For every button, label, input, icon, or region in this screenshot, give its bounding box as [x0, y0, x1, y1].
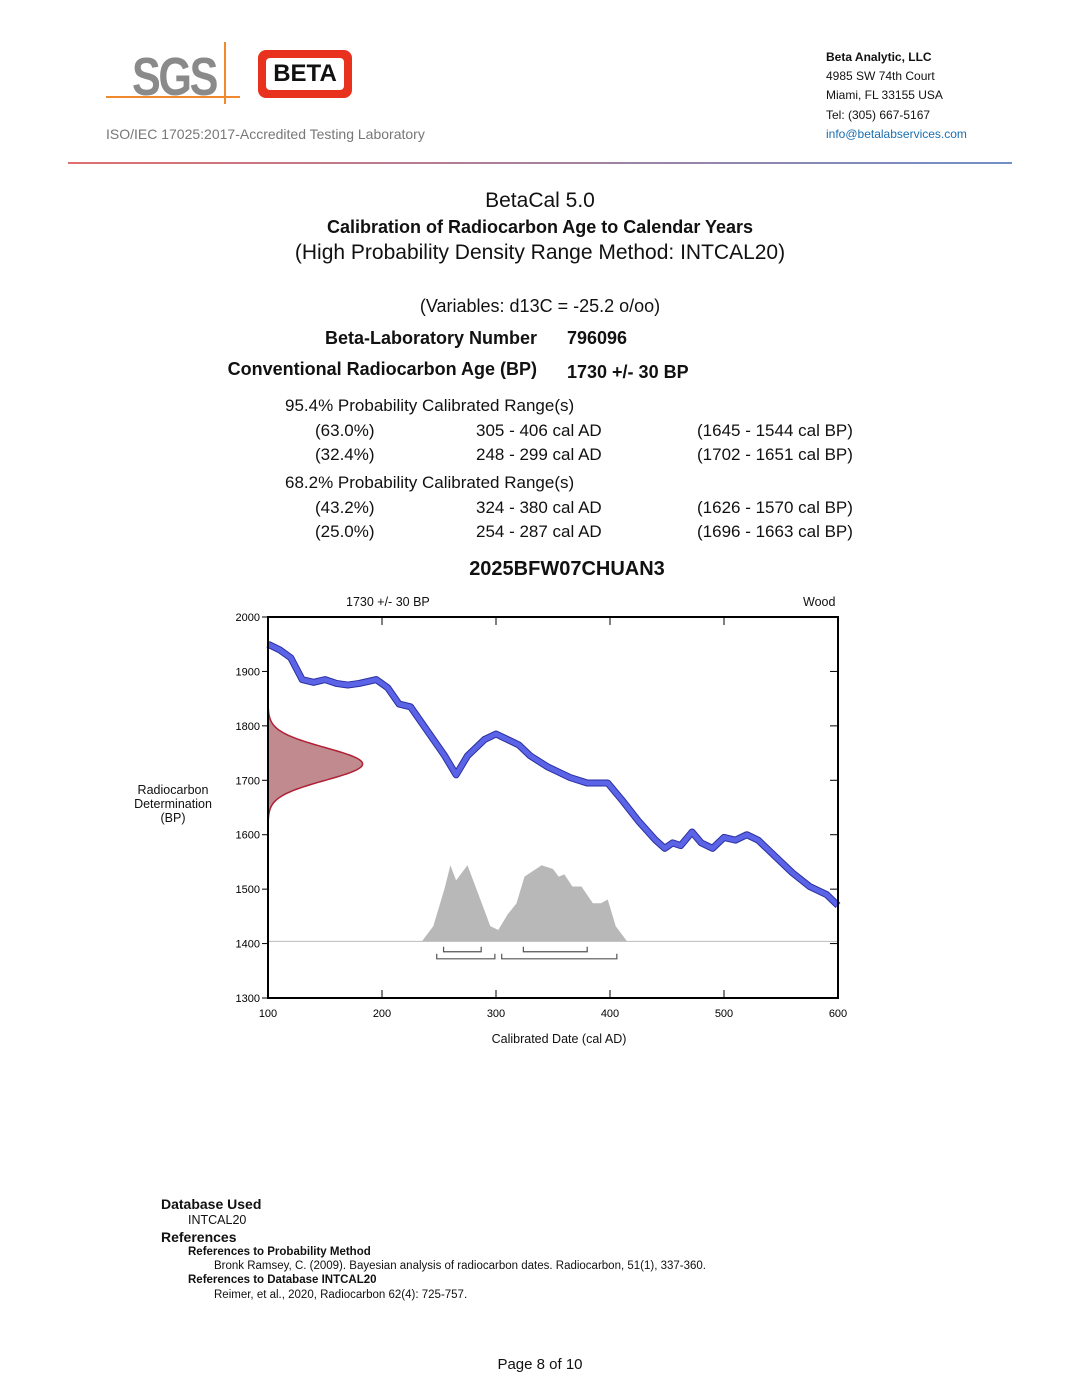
accreditation: ISO/IEC 17025:2017-Accredited Testing La… [106, 126, 425, 142]
ref-text: Reimer, et al., 2020, Radiocarbon 62(4):… [214, 1289, 468, 1301]
range-bp: (1702 - 1651 cal BP) [697, 445, 853, 464]
beta-logo-text: BETA [266, 58, 344, 90]
x-tick-label: 600 [829, 1008, 847, 1020]
y-tick-label: 1900 [236, 666, 260, 678]
age-label: Conventional Radiocarbon Age (BP) [227, 359, 537, 379]
chart-annotation-age: 1730 +/- 30 BP [346, 595, 430, 609]
hpd-95-bracket [436, 953, 496, 960]
y-tick-label: 1500 [236, 884, 260, 896]
x-axis-label: Calibrated Date (cal AD) [491, 1032, 627, 1046]
hpd-68-bracket [442, 946, 482, 953]
hpd-95-bracket [501, 953, 618, 960]
database-value: INTCAL20 [188, 1213, 247, 1227]
city: Miami, FL 33155 USA [826, 88, 943, 103]
calibrated-probability-area [421, 865, 628, 942]
range-pct: (43.2%) [315, 498, 375, 517]
range-heading: 68.2% Probability Calibrated Range(s) [285, 473, 575, 492]
ref-heading: References to Probability Method [188, 1246, 371, 1258]
method-title: (High Probability Density Range Method: … [294, 241, 786, 264]
range-bp: (1696 - 1663 cal BP) [697, 522, 853, 541]
street: 4985 SW 74th Court [826, 69, 935, 84]
x-tick-label: 200 [373, 1008, 391, 1020]
ref-heading: References to Database INTCAL20 [188, 1274, 377, 1286]
y-axis-label: Radiocarbon Determination (BP) [134, 783, 212, 825]
range-heading: 95.4% Probability Calibrated Range(s) [285, 396, 575, 415]
range-ad: 324 - 380 cal AD [476, 498, 602, 517]
lab-number-label: Beta-Laboratory Number [324, 328, 537, 348]
sgs-logo-line [224, 42, 226, 104]
y-tick-label: 2000 [236, 612, 260, 624]
range-bp: (1626 - 1570 cal BP) [697, 498, 853, 517]
variables: (Variables: d13C = -25.2 o/oo) [419, 296, 661, 316]
database-heading: Database Used [161, 1196, 262, 1212]
range-bp: (1645 - 1544 cal BP) [697, 421, 853, 440]
ref-text: Bronk Ramsey, C. (2009). Bayesian analys… [214, 1260, 706, 1272]
plot-frame [267, 616, 839, 999]
chart-title: 2025BFW07CHUAN3 [469, 558, 665, 580]
x-tick-label: 100 [259, 1008, 277, 1020]
lab-number-value: 796096 [567, 328, 628, 348]
range-pct: (63.0%) [315, 421, 375, 440]
range-ad: 305 - 406 cal AD [476, 421, 602, 440]
references-heading: References [161, 1229, 237, 1245]
y-tick-label: 1800 [236, 721, 260, 733]
range-ad: 248 - 299 cal AD [476, 445, 602, 464]
y-tick-label: 1600 [236, 830, 260, 842]
range-ad: 254 - 287 cal AD [476, 522, 602, 541]
range-pct: (32.4%) [315, 445, 375, 464]
y-tick-label: 1700 [236, 775, 260, 787]
calibration-curve [266, 641, 840, 908]
age-value: 1730 +/- 30 BP [567, 362, 689, 382]
tel: Tel: (305) 667-5167 [826, 107, 931, 122]
x-tick-label: 500 [715, 1008, 733, 1020]
beta-logo: BETA [258, 50, 352, 98]
radiocarbon-age-distribution [267, 698, 364, 831]
calibration-chart: 100 200 300 400 500 600 1300 1400 1500 1600 1700 18… [236, 612, 848, 1020]
header-divider [68, 162, 1012, 164]
page-number: Page 8 of 10 [497, 1356, 583, 1373]
sgs-logo-line [106, 96, 240, 98]
y-tick-label: 1300 [236, 993, 260, 1005]
app-title: BetaCal 5.0 [485, 189, 595, 212]
x-tick-label: 400 [601, 1008, 619, 1020]
y-tick-label: 1400 [236, 939, 260, 951]
x-tick-label: 300 [487, 1008, 505, 1020]
email-link[interactable]: info@betalabservices.com [826, 126, 967, 141]
page-title: Calibration of Radiocarbon Age to Calend… [326, 217, 754, 237]
hpd-68-bracket [522, 946, 588, 953]
company-name: Beta Analytic, LLC [826, 50, 932, 64]
range-pct: (25.0%) [315, 522, 375, 541]
chart-annotation-material: Wood [803, 595, 836, 609]
company-address: Beta Analytic, LLC 4985 SW 74th Court Mi… [826, 48, 967, 144]
